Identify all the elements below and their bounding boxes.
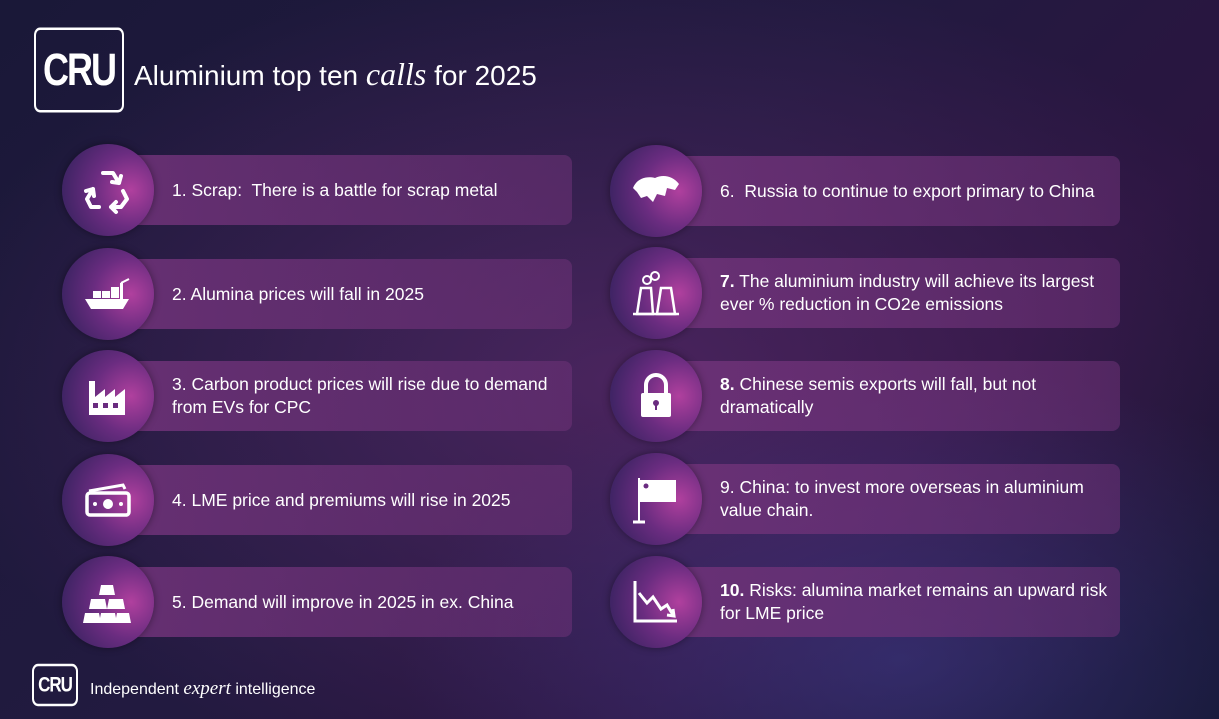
tagline: Independent expert intelligence [90,678,315,700]
call-paragraph: 7. The aluminium industry will achieve i… [720,270,1108,316]
call-body: Russia to continue to export primary to … [739,180,1095,201]
call-icon [62,556,154,648]
icon [89,381,125,415]
call-text: 5. Demand will improve in 2025 in ex. Ch… [172,567,560,637]
call-body: LME price and premiums will rise in 2025 [191,489,511,510]
call-card: 8. Chinese semis exports will fall, but … [656,361,1120,431]
call-paragraph: 2. Alumina prices will fall in 2025 [172,283,424,306]
call-number: 3. [172,374,187,394]
call-number: 10. [720,580,745,600]
icon [633,478,676,524]
icon [641,373,671,417]
call-card: 5. Demand will improve in 2025 in ex. Ch… [108,567,572,637]
call-body: China: to invest more overseas in alumin… [720,477,1089,520]
call-icon [610,453,702,545]
call-text: 6. Russia to continue to export primary … [720,156,1108,226]
icon [85,278,130,309]
call-number: 5. [172,591,187,612]
call-text: 3. Carbon product prices will rise due t… [172,361,560,431]
call-body: Carbon product prices will rise due to d… [172,374,553,417]
call-text: 8. Chinese semis exports will fall, but … [720,361,1108,431]
title-text: Aluminium top ten [134,60,366,91]
call-body: The aluminium industry will achieve its … [720,271,1100,314]
call-body: Demand will improve in 2025 in ex. China [191,591,514,612]
logo: CRU [34,27,124,113]
tagline-text: Independent [90,681,184,698]
call-paragraph: 9. China: to invest more overseas in alu… [720,476,1108,522]
call-number: 8. [720,374,735,394]
call-card: 4. LME price and premiums will rise in 2… [108,465,572,535]
call-number: 4. [172,489,187,510]
icon [633,271,679,316]
call-body: Scrap: There is a battle for scrap metal [191,179,498,200]
icon [633,581,677,623]
call-text: 2. Alumina prices will fall in 2025 [172,259,560,329]
call-paragraph: 3. Carbon product prices will rise due t… [172,373,560,419]
call-icon [610,247,702,339]
call-text: 7. The aluminium industry will achieve i… [720,258,1108,328]
icon [85,483,131,517]
call-icon [610,556,702,648]
call-icon [62,248,154,340]
call-card: 2. Alumina prices will fall in 2025 [108,259,572,329]
call-text: 10. Risks: alumina market remains an upw… [720,567,1108,637]
call-number: 9. [720,477,735,497]
call-paragraph: 5. Demand will improve in 2025 in ex. Ch… [172,591,513,614]
call-body: Risks: alumina market remains an upward … [720,580,1112,623]
call-paragraph: 6. Russia to continue to export primary … [720,180,1095,203]
call-icon [62,454,154,546]
footer-logo: CRU [32,663,78,707]
tagline-emphasis: expert [183,678,231,699]
icon [84,171,129,214]
call-card: 3. Carbon product prices will rise due t… [108,361,572,431]
call-text: 4. LME price and premiums will rise in 2… [172,465,560,535]
call-card: 9. China: to invest more overseas in alu… [656,464,1120,534]
call-card: 10. Risks: alumina market remains an upw… [656,567,1120,637]
call-paragraph: 1. Scrap: There is a battle for scrap me… [172,179,498,202]
icon [83,585,131,623]
call-body: Alumina prices will fall in 2025 [190,283,424,304]
call-body: Chinese semis exports will fall, but not… [720,374,1042,417]
call-icon [610,145,702,237]
call-paragraph: 4. LME price and premiums will rise in 2… [172,489,511,512]
call-text: 1. Scrap: There is a battle for scrap me… [172,155,560,225]
call-paragraph: 8. Chinese semis exports will fall, but … [720,373,1108,419]
call-icon [610,350,702,442]
tagline-text: intelligence [230,681,316,698]
call-number: 6. [720,180,735,201]
call-card: 1. Scrap: There is a battle for scrap me… [108,155,572,225]
call-number: 1. [172,179,187,200]
call-icon [62,144,154,236]
call-number: 2. [172,283,187,304]
title-text: for 2025 [426,60,537,91]
call-number: 7. [720,271,735,291]
call-card: 6. Russia to continue to export primary … [656,156,1120,226]
call-text: 9. China: to invest more overseas in alu… [720,464,1108,534]
call-paragraph: 10. Risks: alumina market remains an upw… [720,579,1108,625]
call-card: 7. The aluminium industry will achieve i… [656,258,1120,328]
icon [633,176,679,202]
title-emphasis: calls [365,56,427,92]
title: Aluminium top ten calls for 2025 [134,56,537,93]
call-icon [62,350,154,442]
